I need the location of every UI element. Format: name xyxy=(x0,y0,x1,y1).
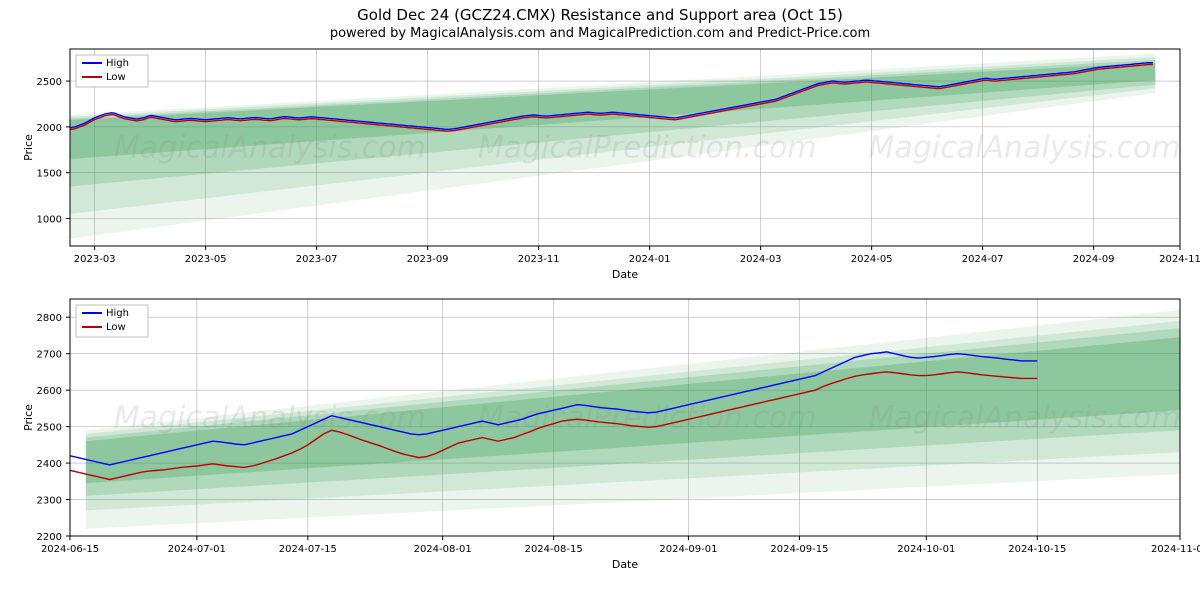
svg-text:1500: 1500 xyxy=(37,169,62,180)
svg-text:2024-01: 2024-01 xyxy=(629,254,671,265)
svg-text:2024-07-01: 2024-07-01 xyxy=(168,544,226,555)
svg-text:2023-11: 2023-11 xyxy=(518,254,560,265)
svg-text:Low: Low xyxy=(106,72,126,83)
chart-top: MagicalAnalysis.com MagicalPrediction.com… xyxy=(0,41,1200,291)
svg-text:2024-07: 2024-07 xyxy=(962,254,1004,265)
svg-text:2600: 2600 xyxy=(37,386,62,397)
svg-text:2023-03: 2023-03 xyxy=(74,254,116,265)
svg-text:1000: 1000 xyxy=(37,215,62,226)
svg-text:2300: 2300 xyxy=(37,496,62,507)
svg-text:2024-09-15: 2024-09-15 xyxy=(770,544,828,555)
svg-text:2023-09: 2023-09 xyxy=(407,254,449,265)
svg-text:2024-03: 2024-03 xyxy=(740,254,782,265)
svg-text:MagicalAnalysis.com: MagicalAnalysis.com xyxy=(869,131,1181,166)
svg-text:2024-06-15: 2024-06-15 xyxy=(41,544,99,555)
svg-text:High: High xyxy=(106,58,129,69)
svg-text:MagicalAnalysis.com: MagicalAnalysis.com xyxy=(114,131,426,166)
figure-title: Gold Dec 24 (GCZ24.CMX) Resistance and S… xyxy=(0,6,1200,24)
svg-text:2024-08-01: 2024-08-01 xyxy=(414,544,472,555)
chart-bottom: MagicalAnalysis.com MagicalPrediction.com… xyxy=(0,291,1200,581)
svg-text:Date: Date xyxy=(612,268,639,281)
svg-text:MagicalAnalysis.com: MagicalAnalysis.com xyxy=(114,401,426,436)
svg-text:2024-09-01: 2024-09-01 xyxy=(659,544,717,555)
svg-text:2024-08-15: 2024-08-15 xyxy=(525,544,583,555)
svg-text:2024-10-15: 2024-10-15 xyxy=(1008,544,1066,555)
legend: High Low xyxy=(76,55,148,87)
svg-text:Price: Price xyxy=(22,134,35,161)
svg-text:MagicalPrediction.com: MagicalPrediction.com xyxy=(478,401,817,436)
svg-text:2500: 2500 xyxy=(37,423,62,434)
svg-text:2000: 2000 xyxy=(37,123,62,134)
figure-container: Gold Dec 24 (GCZ24.CMX) Resistance and S… xyxy=(0,0,1200,600)
svg-text:2024-10-01: 2024-10-01 xyxy=(897,544,955,555)
svg-text:2024-11-01: 2024-11-01 xyxy=(1151,544,1200,555)
svg-text:2200: 2200 xyxy=(37,532,62,543)
svg-text:MagicalPrediction.com: MagicalPrediction.com xyxy=(478,131,817,166)
svg-text:2700: 2700 xyxy=(37,350,62,361)
figure-subtitle: powered by MagicalAnalysis.com and Magic… xyxy=(0,26,1200,41)
svg-text:2400: 2400 xyxy=(37,459,62,470)
svg-text:2024-05: 2024-05 xyxy=(851,254,893,265)
svg-text:2024-07-15: 2024-07-15 xyxy=(279,544,337,555)
svg-text:2800: 2800 xyxy=(37,313,62,324)
svg-text:2023-07: 2023-07 xyxy=(296,254,338,265)
svg-text:2024-11: 2024-11 xyxy=(1159,254,1200,265)
legend: High Low xyxy=(76,305,148,337)
svg-text:2024-09: 2024-09 xyxy=(1073,254,1115,265)
svg-text:Low: Low xyxy=(106,322,126,333)
svg-text:MagicalAnalysis.com: MagicalAnalysis.com xyxy=(869,401,1181,436)
svg-text:Price: Price xyxy=(22,404,35,431)
svg-text:2023-05: 2023-05 xyxy=(185,254,227,265)
svg-text:High: High xyxy=(106,308,129,319)
svg-text:2500: 2500 xyxy=(37,77,62,88)
svg-text:Date: Date xyxy=(612,558,639,571)
